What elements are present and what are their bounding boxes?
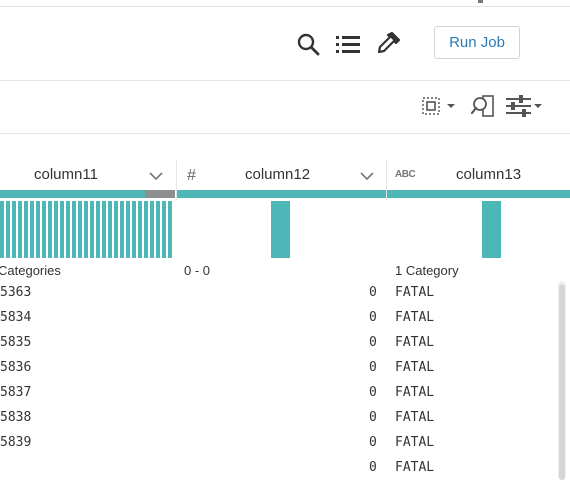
histogram-bar: [96, 201, 100, 258]
histogram-bar: [114, 201, 118, 258]
cell-column13[interactable]: FATAL: [395, 385, 435, 400]
vertical-scrollbar-thumb[interactable]: [559, 284, 565, 480]
histogram-bar: [30, 201, 34, 258]
histogram-bar: [0, 201, 4, 258]
histogram-bar: [120, 201, 124, 258]
histogram-bar: [12, 201, 16, 258]
histogram-bar: [54, 201, 58, 258]
histogram-bar: [144, 201, 148, 258]
column-header-column13[interactable]: ABC column13: [387, 160, 570, 190]
cell-column12[interactable]: 0: [369, 460, 377, 475]
cell-column13[interactable]: FATAL: [395, 435, 435, 450]
chevron-down-icon[interactable]: [360, 168, 374, 186]
column-select-icon[interactable]: [421, 93, 455, 119]
eyedropper-icon[interactable]: [374, 30, 402, 58]
histogram-bar: [36, 201, 40, 258]
column-name: column12: [245, 166, 311, 183]
column-name: column11: [34, 166, 98, 183]
histogram-bar: [482, 201, 501, 258]
histogram-bar: [48, 201, 52, 258]
column-header-column12[interactable]: # column12: [177, 160, 386, 190]
histogram-bar: [66, 201, 70, 258]
histogram-bar: [6, 201, 10, 258]
cell-column12[interactable]: 0: [369, 360, 377, 375]
cell-column13[interactable]: FATAL: [395, 410, 435, 425]
data-quality-bar-mismatch[interactable]: [145, 190, 175, 198]
data-quality-bar[interactable]: [177, 190, 386, 198]
histogram-bar: [271, 201, 290, 258]
column13-histogram[interactable]: [482, 200, 502, 258]
cell-column13[interactable]: FATAL: [395, 460, 435, 475]
top-band-mark: [478, 0, 483, 3]
histogram-bar: [126, 201, 130, 258]
data-quality-bar[interactable]: [0, 190, 145, 198]
histogram-bar: [24, 201, 28, 258]
histogram-bar: [162, 201, 166, 258]
column12-summary: 0 - 0: [184, 263, 211, 278]
column-header-column11[interactable]: column11: [0, 160, 176, 190]
histogram-bar: [156, 201, 160, 258]
column13-summary: 1 Category: [395, 263, 459, 278]
cell-column11[interactable]: 5834: [0, 310, 32, 325]
cell-column11[interactable]: 5835: [0, 335, 32, 350]
cell-column13[interactable]: FATAL: [395, 360, 435, 375]
cell-column11[interactable]: 5837: [0, 385, 32, 400]
column-name: column13: [456, 166, 522, 183]
histogram-bar: [168, 201, 172, 258]
string-type-icon: ABC: [395, 169, 416, 180]
chevron-down-icon[interactable]: [149, 168, 163, 186]
column-search-icon[interactable]: [470, 93, 496, 119]
cell-column11[interactable]: 5836: [0, 360, 32, 375]
column-divider: [176, 160, 177, 200]
cell-column11[interactable]: 5363: [0, 285, 32, 300]
histogram-bar: [108, 201, 112, 258]
column11-histogram[interactable]: [0, 200, 176, 258]
run-job-button[interactable]: Run Job: [434, 26, 520, 59]
cell-column11[interactable]: 5839: [0, 435, 32, 450]
cell-column12[interactable]: 0: [369, 310, 377, 325]
cell-column12[interactable]: 0: [369, 385, 377, 400]
cell-column13[interactable]: FATAL: [395, 285, 435, 300]
grid-toolbar: [0, 81, 570, 134]
data-quality-bar[interactable]: [387, 190, 570, 198]
histogram-bar: [84, 201, 88, 258]
histogram-bar: [78, 201, 82, 258]
histogram-bar: [60, 201, 64, 258]
header-bar: Run Job: [0, 7, 570, 81]
cell-column11[interactable]: 5838: [0, 410, 32, 425]
histogram-bar: [18, 201, 22, 258]
histogram-bar: [102, 201, 106, 258]
number-type-icon: #: [187, 167, 196, 184]
search-icon[interactable]: [294, 30, 322, 58]
histogram-bar: [132, 201, 136, 258]
cell-column12[interactable]: 0: [369, 285, 377, 300]
histogram-bar: [90, 201, 94, 258]
column11-summary: Categories: [0, 263, 61, 278]
cell-column12[interactable]: 0: [369, 335, 377, 350]
histogram-bar: [138, 201, 142, 258]
filter-settings-icon[interactable]: [505, 93, 543, 119]
cell-column13[interactable]: FATAL: [395, 310, 435, 325]
cell-column12[interactable]: 0: [369, 435, 377, 450]
cell-column13[interactable]: FATAL: [395, 335, 435, 350]
histogram-bar: [150, 201, 154, 258]
histogram-bar: [42, 201, 46, 258]
cell-column12[interactable]: 0: [369, 410, 377, 425]
top-band: [0, 0, 570, 7]
column12-histogram[interactable]: [271, 200, 291, 258]
column-divider: [386, 160, 387, 200]
histogram-bar: [72, 201, 76, 258]
list-icon[interactable]: [334, 30, 362, 58]
